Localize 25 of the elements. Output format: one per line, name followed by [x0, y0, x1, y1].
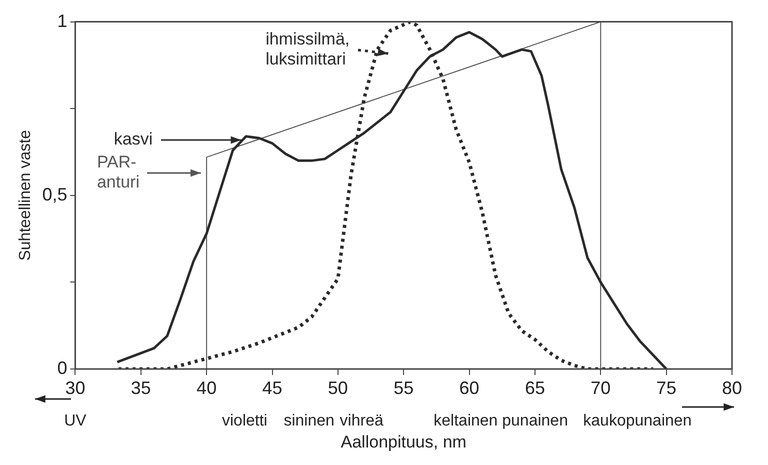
x-tick-label: 80 — [722, 378, 742, 398]
legend-label: ihmissilmä, luksimittari — [266, 29, 350, 68]
x-tick-label: 40 — [196, 378, 217, 398]
x-tick-label: 30 — [65, 378, 86, 398]
x-tick-label: 75 — [656, 378, 676, 398]
text: violetti — [222, 412, 268, 430]
x-tick-label: 45 — [262, 378, 282, 398]
x-tick-label: 65 — [524, 378, 545, 398]
x-tick-label: 35 — [130, 378, 151, 398]
x-tick-label: 55 — [394, 378, 414, 398]
text: kaukopunainen — [583, 412, 692, 430]
x-tick-label: 70 — [590, 378, 611, 398]
text: vihreä — [340, 412, 384, 430]
y-tick-label: 1 — [57, 10, 68, 31]
legend-label: PAR- anturi — [96, 152, 140, 192]
text: keltainen punainen — [434, 412, 568, 430]
x-axis-title: Aallonpituus, nm — [340, 432, 466, 452]
y-tick-label: 0 — [57, 358, 68, 378]
x-tick-label: 50 — [328, 378, 348, 398]
x-tick-label: 60 — [459, 378, 480, 398]
y-axis-title: Suhteellinen vaste — [17, 130, 34, 261]
y-tick-label: 0,5 — [42, 184, 68, 204]
text: UV — [64, 412, 87, 430]
text: sininen — [284, 412, 334, 430]
legend-label: kasvi — [114, 130, 153, 149]
